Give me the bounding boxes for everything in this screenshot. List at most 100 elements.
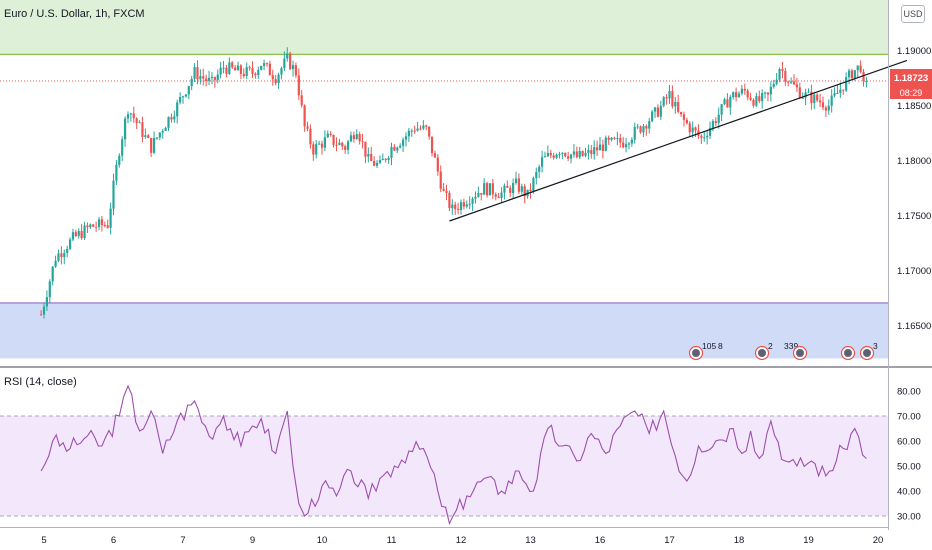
candle[interactable] — [671, 91, 674, 107]
candle[interactable] — [480, 193, 483, 195]
candle[interactable] — [115, 164, 118, 181]
candle[interactable] — [346, 141, 350, 150]
candle[interactable] — [743, 88, 746, 91]
candle[interactable] — [529, 189, 532, 192]
candle[interactable] — [474, 196, 477, 199]
candle[interactable] — [193, 67, 196, 79]
candle[interactable] — [86, 225, 89, 228]
candle[interactable] — [543, 156, 547, 158]
candle[interactable] — [538, 166, 541, 172]
candle[interactable] — [853, 70, 856, 79]
candle[interactable] — [514, 178, 518, 184]
candle[interactable] — [381, 158, 384, 161]
candle[interactable] — [804, 92, 807, 98]
candle[interactable] — [341, 142, 344, 147]
candle[interactable] — [532, 178, 535, 192]
candle[interactable] — [150, 137, 153, 153]
candle[interactable] — [228, 62, 231, 74]
candle[interactable] — [517, 178, 521, 192]
candle[interactable] — [77, 230, 80, 236]
candle[interactable] — [795, 84, 799, 88]
candle[interactable] — [639, 126, 642, 133]
candle[interactable] — [740, 88, 743, 94]
candle[interactable] — [488, 183, 492, 196]
candle[interactable] — [349, 135, 353, 142]
candle[interactable] — [141, 122, 144, 138]
candle[interactable] — [89, 224, 92, 228]
candle[interactable] — [520, 186, 523, 192]
candle[interactable] — [401, 139, 405, 146]
candle[interactable] — [161, 131, 164, 133]
candle[interactable] — [769, 86, 772, 95]
candle[interactable] — [729, 97, 732, 108]
candle[interactable] — [265, 63, 269, 65]
candle[interactable] — [862, 71, 865, 81]
candle[interactable] — [682, 114, 686, 120]
candle[interactable] — [607, 137, 610, 140]
candle[interactable] — [503, 185, 506, 193]
candle[interactable] — [138, 122, 141, 124]
candle[interactable] — [318, 143, 321, 145]
candle[interactable] — [775, 79, 778, 84]
candle[interactable] — [642, 126, 645, 133]
candle[interactable] — [121, 139, 124, 156]
rsi-axis[interactable]: 80.00 70.00 60.00 50.00 40.00 30.00 — [897, 387, 921, 523]
candle[interactable] — [181, 96, 185, 98]
candle[interactable] — [703, 137, 706, 139]
time-axis[interactable]: 567910111213161718192023 — [41, 535, 932, 546]
candle[interactable] — [236, 65, 240, 71]
candle[interactable] — [251, 68, 254, 74]
candle[interactable] — [558, 153, 561, 155]
candle[interactable] — [364, 141, 367, 157]
candle[interactable] — [821, 102, 825, 108]
candle[interactable] — [303, 105, 306, 127]
price-pane[interactable]: 105 8 2 339 3 — [0, 0, 908, 361]
candle[interactable] — [865, 80, 868, 82]
candle[interactable] — [239, 65, 243, 74]
candle[interactable] — [338, 142, 341, 145]
candle[interactable] — [651, 111, 654, 122]
candle[interactable] — [567, 156, 570, 159]
candle[interactable] — [813, 94, 816, 104]
candle[interactable] — [315, 144, 318, 155]
candle[interactable] — [847, 70, 851, 78]
candle[interactable] — [225, 67, 228, 74]
candle[interactable] — [535, 171, 538, 179]
candle[interactable] — [335, 144, 338, 146]
candle[interactable] — [694, 127, 697, 131]
candle[interactable] — [219, 67, 222, 75]
candle[interactable] — [375, 162, 379, 166]
candle[interactable] — [144, 135, 147, 138]
candle[interactable] — [596, 147, 599, 151]
candle[interactable] — [60, 253, 63, 258]
candle[interactable] — [714, 121, 717, 124]
candle[interactable] — [355, 134, 358, 140]
candle[interactable] — [624, 144, 628, 148]
candle[interactable] — [103, 225, 106, 227]
candle[interactable] — [297, 75, 300, 96]
candle[interactable] — [818, 100, 822, 103]
candle[interactable] — [361, 141, 364, 143]
candle[interactable] — [155, 137, 159, 139]
candle[interactable] — [416, 128, 419, 131]
candle[interactable] — [839, 89, 842, 94]
candle[interactable] — [306, 126, 309, 129]
candle[interactable] — [630, 139, 633, 144]
candle[interactable] — [147, 135, 150, 138]
candle[interactable] — [616, 137, 619, 139]
candle[interactable] — [807, 91, 810, 93]
candle[interactable] — [465, 204, 468, 207]
candle[interactable] — [329, 133, 332, 135]
candle[interactable] — [546, 153, 549, 157]
candle[interactable] — [71, 232, 75, 240]
candle[interactable] — [164, 127, 167, 132]
candle[interactable] — [222, 67, 225, 69]
candle[interactable] — [344, 146, 347, 150]
candle[interactable] — [572, 151, 576, 155]
candle[interactable] — [471, 198, 474, 204]
candle[interactable] — [445, 190, 448, 193]
candle[interactable] — [268, 63, 271, 76]
candle[interactable] — [390, 146, 393, 158]
candle[interactable] — [732, 92, 735, 98]
